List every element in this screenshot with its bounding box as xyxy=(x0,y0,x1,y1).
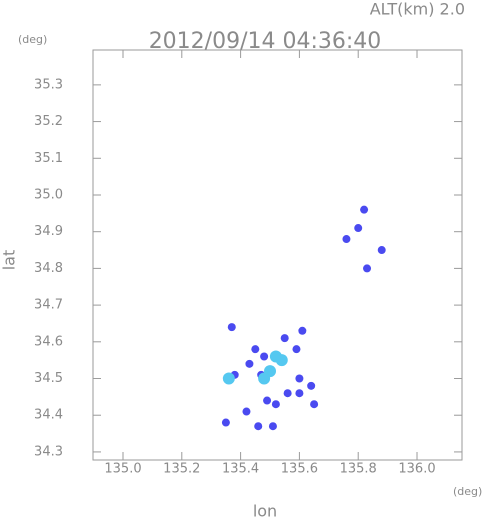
echo xyxy=(310,400,319,409)
echo xyxy=(221,418,230,427)
y-tick-label: 34.7 xyxy=(34,298,63,313)
x-tick-label: 136.0 xyxy=(398,462,435,477)
echo xyxy=(280,334,289,343)
echo xyxy=(377,246,386,255)
echo xyxy=(283,389,292,398)
echo xyxy=(227,323,236,332)
x-tick-label: 135.2 xyxy=(163,462,200,477)
x-axis-label: lon xyxy=(253,502,277,521)
x-tick-label: 135.8 xyxy=(340,462,377,477)
x-tick-label: 135.6 xyxy=(281,462,318,477)
y-tick-label: 35.3 xyxy=(34,77,63,92)
echo xyxy=(298,326,307,335)
echo xyxy=(251,345,260,354)
y-tick-label: 35.2 xyxy=(34,114,63,129)
x-unit: (deg) xyxy=(453,485,482,498)
echo xyxy=(222,372,235,385)
echo xyxy=(271,400,280,409)
echo xyxy=(245,359,254,368)
x-tick-label: 135.0 xyxy=(104,462,141,477)
y-tick-label: 35.0 xyxy=(34,187,63,202)
echo xyxy=(354,224,363,233)
echo xyxy=(360,205,369,214)
echo xyxy=(275,354,288,367)
echo xyxy=(295,374,304,383)
y-tick-label: 34.9 xyxy=(34,224,63,239)
echo xyxy=(242,407,251,416)
echo xyxy=(260,352,269,361)
echo xyxy=(268,422,277,431)
y-tick-label: 34.5 xyxy=(34,371,63,386)
echo xyxy=(258,372,271,385)
echo xyxy=(363,264,372,273)
echo xyxy=(292,345,301,354)
y-tick-label: 34.4 xyxy=(34,408,63,423)
y-tick-label: 34.8 xyxy=(34,261,63,276)
echo xyxy=(342,235,351,244)
echo xyxy=(254,422,263,431)
chart-subtitle: ALT(km) 2.0 xyxy=(370,0,465,19)
plot-frame xyxy=(92,49,463,461)
echo xyxy=(295,389,304,398)
y-tick-label: 35.1 xyxy=(34,151,63,166)
echo xyxy=(263,396,272,405)
y-axis-label: lat xyxy=(0,250,19,271)
y-tick-label: 34.6 xyxy=(34,334,63,349)
y-tick-label: 34.3 xyxy=(34,444,63,459)
y-unit: (deg) xyxy=(18,33,47,46)
echo xyxy=(307,381,316,390)
x-tick-label: 135.4 xyxy=(222,462,259,477)
